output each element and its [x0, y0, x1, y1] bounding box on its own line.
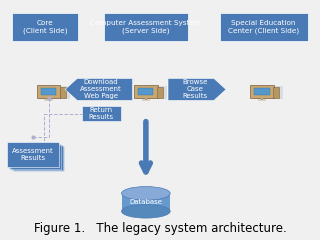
- FancyBboxPatch shape: [11, 145, 62, 170]
- FancyBboxPatch shape: [254, 88, 270, 95]
- FancyBboxPatch shape: [103, 13, 188, 41]
- FancyBboxPatch shape: [40, 86, 70, 99]
- Text: Database: Database: [129, 199, 162, 205]
- FancyBboxPatch shape: [250, 85, 274, 98]
- Bar: [145, 97, 147, 100]
- FancyBboxPatch shape: [7, 142, 59, 167]
- Bar: [47, 97, 50, 100]
- Bar: [261, 97, 263, 100]
- FancyBboxPatch shape: [82, 106, 121, 121]
- FancyBboxPatch shape: [138, 86, 167, 99]
- Text: Return
Results: Return Results: [89, 107, 114, 120]
- FancyBboxPatch shape: [134, 85, 157, 98]
- FancyBboxPatch shape: [273, 87, 279, 98]
- FancyBboxPatch shape: [60, 87, 66, 98]
- FancyBboxPatch shape: [138, 88, 154, 95]
- Text: Special Education
Center (Client Side): Special Education Center (Client Side): [228, 20, 299, 34]
- Text: Assessment
Results: Assessment Results: [12, 148, 54, 161]
- Polygon shape: [168, 78, 226, 100]
- Text: Core
(Client Side): Core (Client Side): [23, 20, 68, 34]
- FancyBboxPatch shape: [37, 85, 60, 98]
- Text: Figure 1.   The legacy system architecture.: Figure 1. The legacy system architecture…: [34, 222, 286, 234]
- FancyBboxPatch shape: [157, 87, 163, 98]
- FancyBboxPatch shape: [12, 13, 78, 41]
- FancyBboxPatch shape: [220, 13, 308, 41]
- Bar: [122, 193, 170, 211]
- FancyBboxPatch shape: [9, 144, 61, 168]
- Text: Computer Assessment System
(Server Side): Computer Assessment System (Server Side): [91, 20, 201, 34]
- Text: Browse
Case
Results: Browse Case Results: [182, 79, 208, 99]
- Ellipse shape: [122, 204, 170, 218]
- FancyBboxPatch shape: [13, 146, 64, 171]
- Polygon shape: [65, 78, 132, 100]
- Text: Download
Assessment
Web Page: Download Assessment Web Page: [80, 79, 122, 99]
- FancyBboxPatch shape: [41, 88, 56, 95]
- Ellipse shape: [122, 186, 170, 200]
- FancyBboxPatch shape: [254, 86, 284, 99]
